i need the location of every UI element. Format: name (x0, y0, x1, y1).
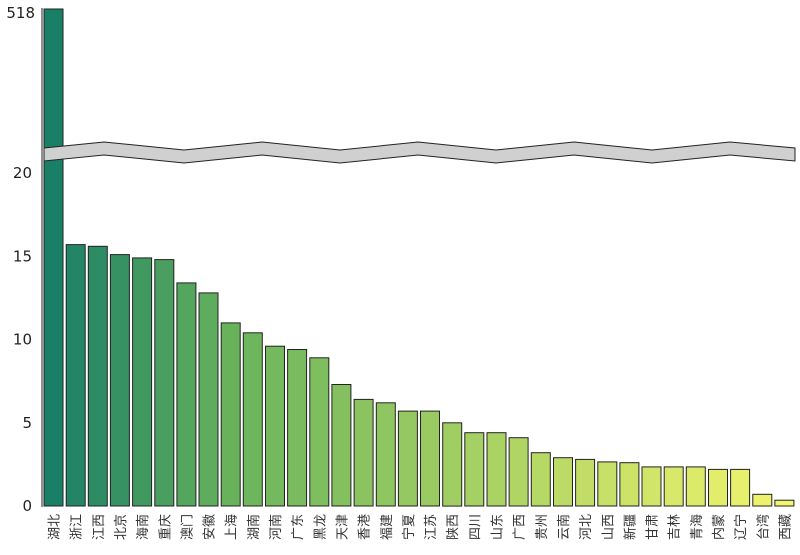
x-tick-label: 贵州 (535, 514, 550, 540)
x-tick-label: 广东 (291, 514, 306, 540)
bar-6 (154, 259, 175, 507)
bar-4 (109, 254, 130, 507)
x-tick-label: 香港 (358, 514, 373, 540)
bar-11 (265, 345, 285, 507)
x-tick-label: 江苏 (423, 514, 439, 540)
x-tick-label: 辽宁 (733, 514, 749, 540)
x-tick-label: 湖北 (48, 514, 63, 540)
x-tick-label: 青海 (690, 514, 705, 540)
x-tick-label: 台湾 (755, 514, 771, 540)
bar-29 (663, 466, 684, 507)
x-tick-label: 吉林 (668, 514, 683, 540)
bar-26 (597, 461, 618, 507)
bar-22 (508, 437, 529, 507)
bar-1 (43, 8, 64, 507)
axis-break (43, 141, 796, 164)
axis-break-band (43, 141, 796, 164)
x-tick-label: 江西 (92, 514, 107, 540)
bar-23 (530, 452, 551, 507)
y-tick-labels: 0 5 10 15 20 518 (6, 4, 35, 515)
x-tick-label: 西藏 (778, 514, 793, 540)
bar-9 (220, 322, 241, 507)
bar-8 (198, 292, 219, 507)
y-tick-label-upper: 518 (6, 4, 35, 22)
bar-30 (685, 466, 706, 507)
bar-15 (353, 398, 374, 507)
x-tick-label: 河南 (268, 514, 284, 540)
bar-24 (553, 457, 573, 507)
x-tick-label: 福建 (380, 514, 395, 540)
x-category-labels: 湖北 浙江 江西 北京 海南 重庆 澳门 安徽 上海 湖南 河南 广东 黑龙 天津 香港 福建 宁夏 江苏 陕西 四川… (48, 514, 794, 540)
bar-21 (486, 432, 507, 507)
bar-32 (730, 468, 751, 507)
y-tick-label: 20 (13, 164, 32, 182)
bar-10 (242, 332, 263, 507)
bar-12 (287, 349, 308, 507)
x-tick-label: 海南 (135, 514, 151, 540)
bar-20 (464, 432, 485, 507)
bar-3 (87, 245, 108, 507)
x-tick-label: 广西 (513, 514, 528, 540)
bar-5 (132, 257, 153, 507)
x-tick-label: 甘肃 (646, 514, 661, 540)
x-tick-label: 澳门 (179, 514, 195, 540)
bar-25 (575, 458, 596, 507)
y-tick-label: 10 (13, 331, 32, 349)
x-tick-label: 北京 (114, 514, 129, 540)
x-tick-label: 宁夏 (401, 514, 417, 540)
x-tick-label: 黑龙 (313, 514, 328, 540)
x-tick-label: 山东 (491, 514, 506, 540)
x-tick-label: 内蒙 (711, 514, 727, 540)
bar-7 (176, 282, 197, 507)
bar-14 (331, 384, 352, 507)
x-tick-label: 河北 (579, 514, 594, 540)
x-tick-label: 上海 (225, 514, 240, 540)
y-tick-label: 0 (22, 497, 32, 515)
bar-27 (619, 462, 640, 507)
x-tick-label: 山西 (601, 514, 616, 540)
bar-16 (375, 402, 396, 507)
x-tick-label: 四川 (468, 514, 483, 540)
x-tick-label: 浙江 (70, 514, 85, 540)
y-tick-label: 5 (22, 414, 32, 432)
bar-28 (641, 466, 662, 507)
bar-2 (65, 244, 86, 507)
y-tick-label: 15 (13, 247, 32, 265)
x-tick-label: 重庆 (157, 514, 173, 540)
x-tick-label: 天津 (335, 514, 350, 540)
bar-18 (420, 410, 440, 507)
bar-13 (309, 357, 330, 507)
bar-19 (442, 422, 463, 507)
bar-34 (774, 499, 795, 507)
x-tick-label: 陕西 (446, 514, 461, 540)
x-tick-label: 湖南 (246, 514, 262, 540)
bars-group (43, 8, 795, 507)
bar-31 (708, 468, 728, 507)
bar-17 (397, 410, 418, 507)
x-tick-label: 云南 (556, 514, 572, 540)
x-tick-label: 安徽 (203, 514, 218, 540)
bar-33 (752, 493, 773, 507)
x-tick-label: 新疆 (622, 514, 638, 540)
